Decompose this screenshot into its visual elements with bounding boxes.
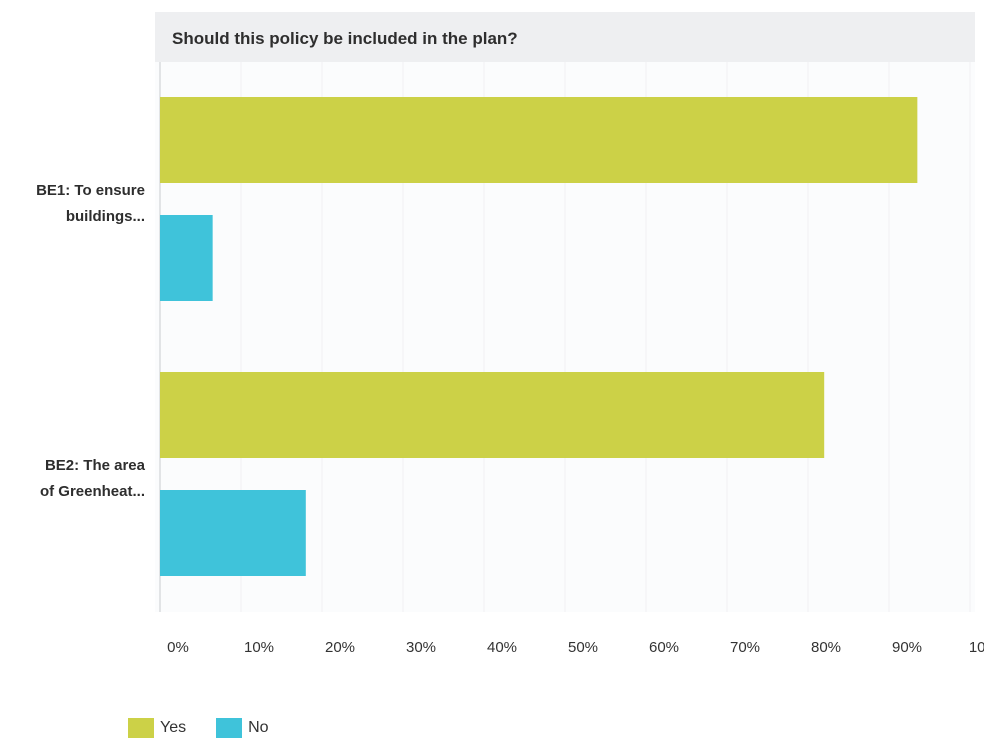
x-tick-label: 70% [730, 639, 760, 656]
legend-swatch-yes [128, 718, 154, 738]
title-band [155, 12, 975, 62]
bar-no-2 [160, 490, 306, 576]
chart-title: Should this policy be included in the pl… [172, 29, 518, 48]
category-label-2-line-2: of Greenheat... [40, 483, 145, 500]
legend-item-no: No [216, 718, 269, 738]
bar-no-1 [160, 215, 213, 301]
bars [160, 97, 918, 576]
legend-label-no: No [248, 719, 269, 736]
category-label-2-line-1: BE2: The area [45, 457, 146, 474]
bar-yes-2 [160, 372, 825, 458]
x-tick-label: 40% [487, 639, 517, 656]
bar-yes-1 [160, 97, 918, 183]
x-tick-label: 0% [167, 639, 189, 656]
legend-item-yes: Yes [128, 718, 186, 738]
category-labels: BE1: To ensure buildings... BE2: The area o… [36, 182, 146, 500]
legend-swatch-no [216, 718, 243, 738]
x-tick-label: 30% [406, 639, 436, 656]
x-tick-label: 20% [325, 639, 355, 656]
x-tick-label: 60% [649, 639, 679, 656]
x-tick-label: 10% [244, 639, 274, 656]
x-tick-label: 80% [811, 639, 841, 656]
x-tick-label: 50% [568, 639, 598, 656]
legend-label-yes: Yes [160, 719, 187, 736]
x-tick-label: 100% [969, 639, 984, 656]
category-label-1-line-2: buildings... [66, 208, 145, 225]
legend: Yes No [128, 718, 269, 738]
x-axis-ticks: 0% 10% 20% 30% 40% 50% 60% 70% 80% 90% 100% [167, 639, 984, 656]
x-tick-label: 90% [892, 639, 922, 656]
category-label-1-line-1: BE1: To ensure [36, 182, 145, 199]
